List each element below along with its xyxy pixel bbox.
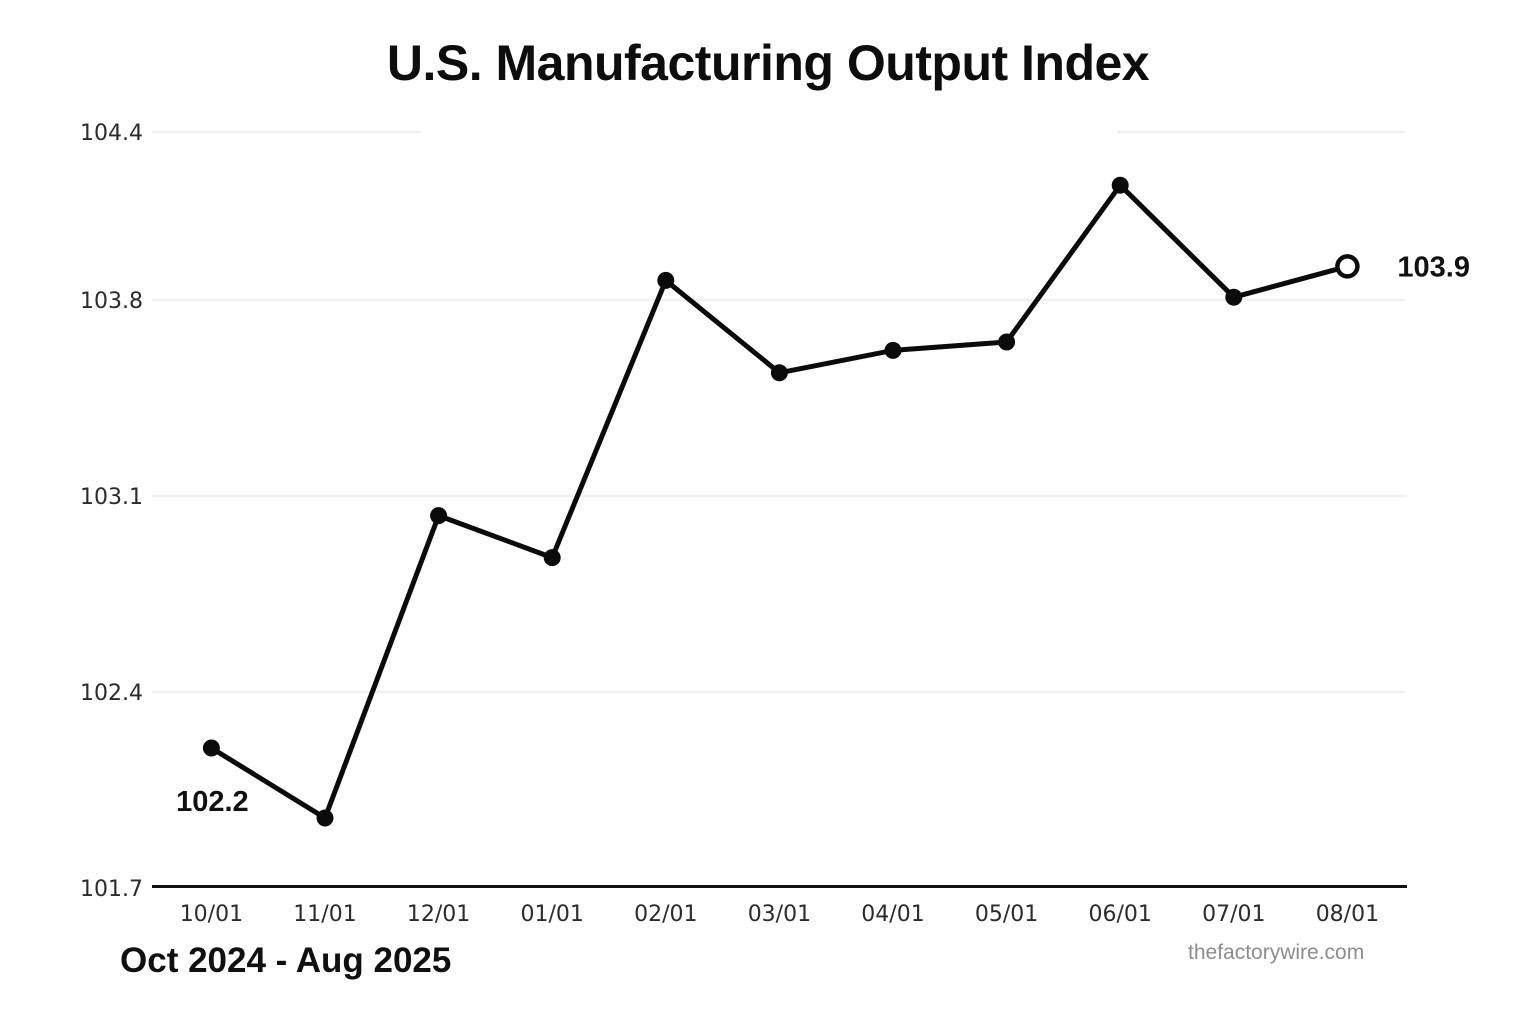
x-axis-tick-label: 02/01 — [634, 902, 697, 927]
data-point — [770, 364, 788, 382]
x-axis-tick-label: 12/01 — [407, 902, 470, 927]
data-point — [657, 271, 675, 289]
data-point — [316, 809, 334, 827]
x-axis-tick-label: 04/01 — [861, 902, 924, 927]
chart-date-range: Oct 2024 - Aug 2025 — [120, 941, 452, 980]
chart-title: U.S. Manufacturing Output Index — [386, 35, 1150, 91]
data-point — [884, 341, 902, 359]
data-point — [202, 739, 220, 757]
y-axis-tick-label: 103.8 — [80, 289, 143, 314]
y-axis-tick-label: 104.4 — [80, 121, 143, 146]
data-point — [1225, 288, 1243, 306]
x-axis-tick-label: 11/01 — [293, 902, 356, 927]
y-axis-tick-label: 103.1 — [80, 485, 143, 510]
y-axis-tick-label: 102.4 — [80, 681, 143, 706]
data-point — [998, 333, 1016, 351]
data-point-open — [1335, 254, 1360, 279]
watermark-url: thefactorywire.com — [1188, 941, 1365, 964]
y-axis-tick-label: 101.7 — [80, 877, 143, 902]
data-point — [1111, 176, 1129, 194]
data-line — [208, 182, 1350, 821]
x-axis-tick-label: 03/01 — [748, 902, 811, 927]
x-axis-tick-label: 01/01 — [520, 902, 583, 927]
first-value-label: 102.2 — [176, 786, 249, 818]
x-axis-tick-label: 08/01 — [1316, 902, 1379, 927]
last-value-label: 103.9 — [1397, 251, 1470, 283]
x-axis-tick-label: 07/01 — [1202, 902, 1265, 927]
data-point — [543, 549, 561, 567]
data-point — [430, 507, 448, 525]
x-axis-tick-label: 05/01 — [975, 902, 1038, 927]
x-axis-tick-label: 10/01 — [180, 902, 243, 927]
x-axis-tick-label: 06/01 — [1088, 902, 1151, 927]
